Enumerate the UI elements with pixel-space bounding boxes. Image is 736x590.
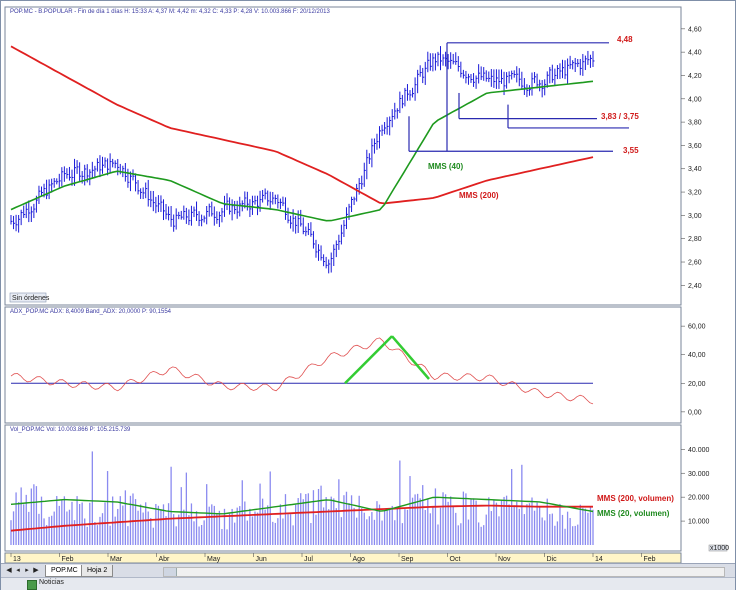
adx-series (10, 335, 594, 405)
adx-line (10, 337, 594, 405)
tab-pop-mc[interactable]: POP.MC (45, 565, 84, 577)
volume-header: Vol_POP.MC Vol: 10.003.866 P: 105.215.73… (10, 427, 131, 433)
chart-canvas[interactable]: POP.MC - B.POPULAR - Fin de día 1 días H… (1, 1, 735, 563)
first-sheet-icon[interactable]: ◀ (6, 567, 12, 574)
x-tick-label: Ago (353, 556, 366, 563)
vol-y-tick-label: 20.000 (688, 495, 710, 502)
x-tick-label: Jul (304, 556, 313, 563)
price-y-tick-label: 3,40 (688, 166, 702, 173)
adx-y-tick-label: 20,00 (688, 381, 706, 388)
vol-y-tick-label: 40.000 (688, 447, 710, 454)
x-tick-label: Nov (498, 556, 511, 563)
news-icon[interactable] (27, 580, 37, 590)
vol-mms20-label: MMS (20, volumen) (597, 509, 670, 518)
horizontal-scrollbar[interactable] (163, 567, 725, 577)
adx-fall-highlight (391, 335, 430, 380)
scale-badge-label: x1000 (710, 545, 729, 552)
status-news[interactable]: Noticias (39, 579, 64, 586)
adx-y-tick-label: 40,00 (688, 352, 706, 359)
price-y-tick-label: 4,40 (688, 50, 702, 57)
x-tick-label: Dic (547, 556, 558, 563)
x-tick-label: Jun (256, 556, 267, 563)
vol-ma20-line (10, 496, 594, 515)
price-y-tick-label: 2,40 (688, 283, 702, 290)
sin-ordenes-badge[interactable] (9, 292, 47, 303)
axis-ticks: 4,60 4,40 4,20 4,00 3,80 3,60 3,40 3,20 3,00 2,80… (10, 26, 710, 563)
adx-header: ADX_POP.MC ADX: 8,4009 Band_ADX: 20,0000… (10, 309, 172, 315)
price-y-tick-label: 3,60 (688, 143, 702, 150)
status-bar: Noticias (1, 577, 735, 590)
mms40-label: MMS (40) (428, 162, 463, 171)
sin-ordenes-label: Sin órdenes (12, 295, 50, 302)
price-panel-frame (4, 6, 682, 306)
x-tick-label: May (207, 556, 221, 563)
x-tick-label: Feb (62, 556, 74, 563)
x-tick-label: Feb (644, 556, 656, 563)
ma40-line (10, 80, 594, 222)
next-sheet-icon[interactable]: ▸ (25, 567, 29, 574)
adx-y-tick-label: 0,00 (688, 409, 702, 416)
price-y-tick-label: 4,00 (688, 96, 702, 103)
adx-panel-frame (4, 306, 682, 424)
price-y-tick-label: 4,60 (688, 26, 702, 33)
prev-sheet-icon[interactable]: ◂ (16, 567, 20, 574)
x-axis-strip (4, 552, 682, 563)
adx-y-tick-label: 60,00 (688, 324, 706, 331)
level-383-375-label: 3,83 / 3,75 (601, 112, 639, 121)
mms200-label: MMS (200) (459, 191, 499, 200)
ma200-line (10, 45, 594, 205)
adx-rise-highlight (344, 335, 393, 385)
scale-badge[interactable] (708, 544, 728, 552)
x-tick-label: Mar (110, 556, 123, 563)
level-355-label: 3,55 (623, 146, 639, 155)
price-y-tick-label: 3,00 (688, 213, 702, 220)
price-y-tick-label: 3,20 (688, 190, 702, 197)
price-series (10, 42, 629, 274)
price-y-tick-label: 2,60 (688, 260, 702, 267)
x-tick-label: 13 (13, 556, 21, 563)
vol-ma200-line (10, 504, 593, 532)
volume-panel-frame (4, 424, 682, 552)
price-header: POP.MC - B.POPULAR - Fin de día 1 días H… (10, 9, 331, 15)
level-448-label: 4,48 (617, 35, 633, 44)
volume-series (10, 451, 594, 545)
x-tick-label: Abr (159, 556, 171, 563)
scrollbar-thumb[interactable] (164, 568, 177, 576)
vol-mms200-label: MMS (200, volumen) (597, 494, 674, 503)
tab-hoja-2[interactable]: Hoja 2 (81, 565, 114, 577)
price-y-tick-label: 4,20 (688, 73, 702, 80)
x-tick-label: Oct (450, 556, 461, 563)
price-y-tick-label: 2,80 (688, 236, 702, 243)
vol-y-tick-label: 10.000 (688, 519, 710, 526)
vol-y-tick-label: 30.000 (688, 471, 710, 478)
x-tick-label: Sep (401, 556, 414, 563)
sheet-tab-bar: ◀ ◂ ▸ ▶ POP.MC Hoja 2 Noticias (1, 563, 735, 590)
x-tick-label: 14 (595, 556, 603, 563)
price-y-tick-label: 3,80 (688, 120, 702, 127)
last-sheet-icon[interactable]: ▶ (33, 567, 39, 574)
